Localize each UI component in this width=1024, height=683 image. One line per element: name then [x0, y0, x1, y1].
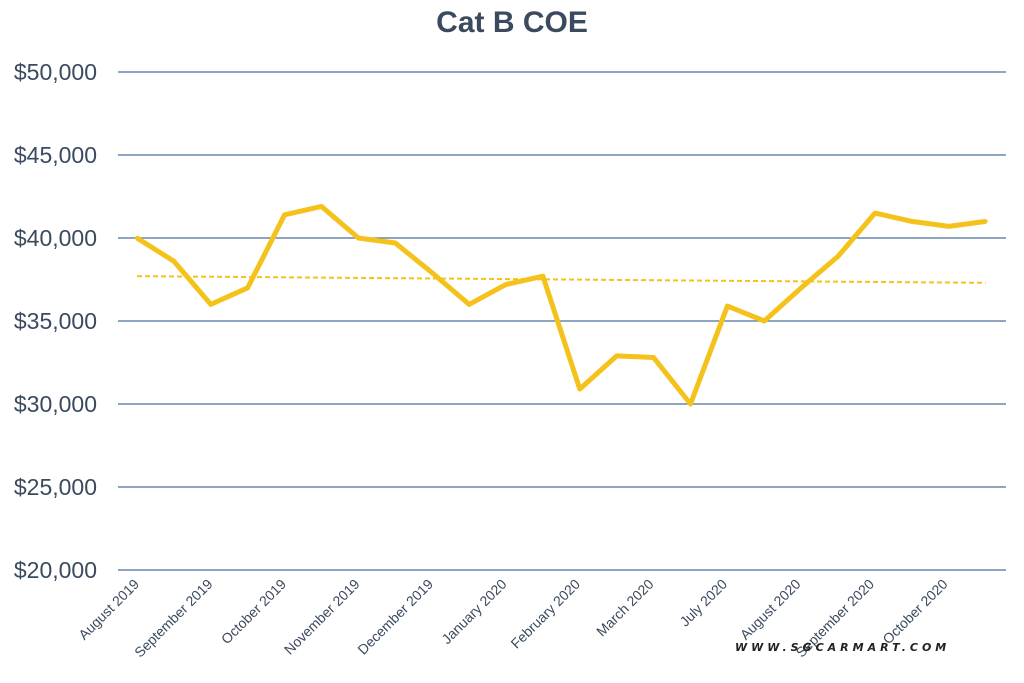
- data-point: [762, 319, 767, 323]
- x-tick-label: February 2020: [507, 576, 583, 652]
- y-tick-label: $20,000: [14, 557, 97, 583]
- data-point: [836, 254, 841, 259]
- data-point: [135, 236, 139, 240]
- y-tick-label: $45,000: [14, 142, 97, 168]
- x-tick-label: July 2020: [676, 576, 730, 630]
- x-tick-label: August 2020: [737, 576, 804, 643]
- x-tick-label: December 2019: [354, 576, 436, 658]
- data-point: [282, 212, 287, 217]
- y-tick-label: $50,000: [14, 59, 97, 85]
- data-point: [356, 236, 361, 240]
- x-tick-label: January 2020: [438, 576, 509, 647]
- x-tick-label: October 2020: [879, 576, 950, 647]
- x-tick-label: March 2020: [593, 576, 657, 640]
- y-tick-label: $40,000: [14, 225, 97, 251]
- data-point: [983, 219, 988, 224]
- trendline-layer: [136, 275, 986, 284]
- y-tick-label: $30,000: [14, 391, 97, 417]
- x-tick-label: November 2019: [281, 576, 363, 658]
- data-point: [688, 402, 693, 406]
- x-tick-label: September 2019: [131, 576, 216, 661]
- data-point: [909, 219, 914, 224]
- data-point: [946, 224, 951, 229]
- x-tick-label: October 2019: [218, 576, 289, 647]
- gridlines: [118, 71, 1006, 571]
- data-point: [393, 240, 398, 245]
- data-point: [245, 285, 250, 290]
- data-point: [725, 304, 730, 309]
- y-tick-label: $35,000: [14, 308, 97, 334]
- data-point: [651, 355, 656, 360]
- data-point: [319, 204, 324, 209]
- data-point: [467, 302, 472, 307]
- y-tick-label: $25,000: [14, 474, 97, 500]
- data-point: [171, 259, 176, 264]
- data-point: [504, 282, 508, 287]
- watermark: WWW.SGCARMART.COM: [735, 641, 950, 654]
- series-layer: [135, 203, 988, 407]
- y-axis-ticks: $20,000 $25,000 $30,000 $35,000 $40,000 $45,0…: [14, 59, 97, 583]
- x-tick-label: August 2019: [75, 576, 142, 643]
- trendline: [136, 275, 986, 284]
- data-point: [614, 353, 619, 358]
- data-point: [540, 274, 545, 279]
- series-line: [135, 203, 987, 407]
- data-point: [208, 302, 213, 307]
- data-point: [430, 270, 435, 275]
- data-point: [577, 387, 582, 392]
- data-point: [799, 285, 804, 290]
- data-point: [873, 211, 877, 216]
- chart-title: Cat B COE: [436, 6, 588, 39]
